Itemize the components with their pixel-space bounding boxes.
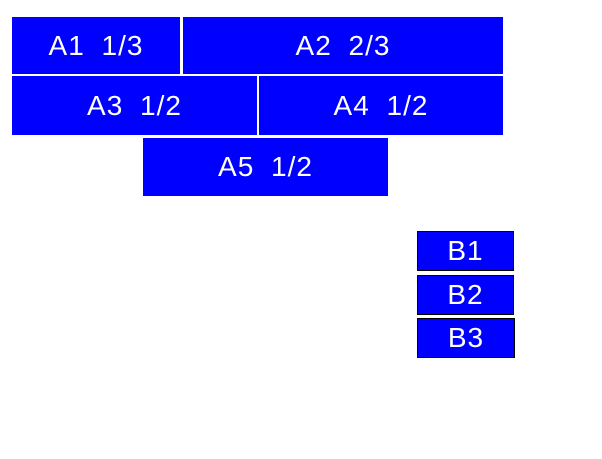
- block-b1: B1: [417, 231, 514, 271]
- block-b2: B2: [417, 275, 514, 315]
- block-a4: A4 1/2: [259, 76, 503, 135]
- block-a1: A1 1/3: [12, 17, 180, 74]
- block-a3: A3 1/2: [12, 76, 257, 135]
- block-a5: A5 1/2: [143, 138, 388, 196]
- block-a2: A2 2/3: [183, 17, 503, 74]
- block-b3: B3: [417, 318, 515, 358]
